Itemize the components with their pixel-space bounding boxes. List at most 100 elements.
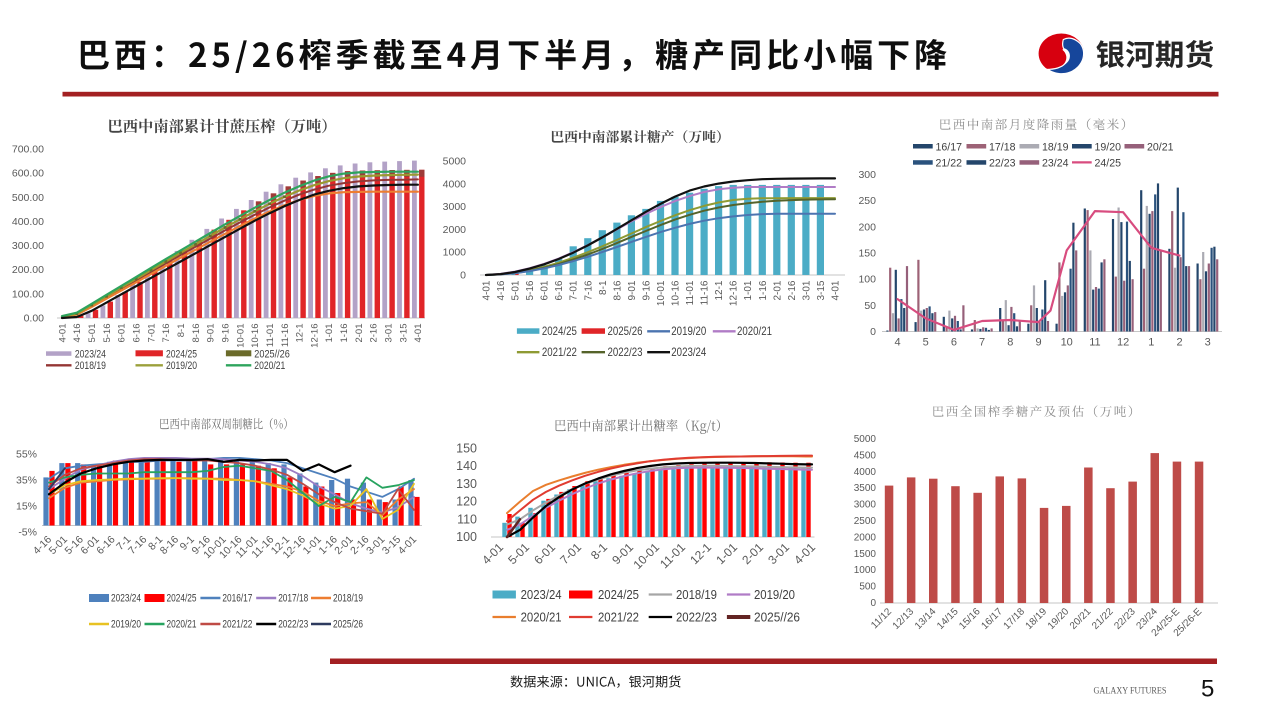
svg-text:11-16: 11-16 xyxy=(280,324,291,348)
svg-text:11: 11 xyxy=(1089,337,1100,349)
svg-text:12-1: 12-1 xyxy=(714,280,725,300)
svg-text:150: 150 xyxy=(456,442,477,456)
svg-text:2-16: 2-16 xyxy=(369,324,380,343)
svg-text:5-01: 5-01 xyxy=(511,280,522,300)
svg-text:2021/22: 2021/22 xyxy=(222,619,252,631)
svg-text:10-16: 10-16 xyxy=(671,280,682,306)
svg-text:3-15: 3-15 xyxy=(816,280,827,300)
svg-text:2020/21: 2020/21 xyxy=(254,360,285,372)
svg-text:100.00: 100.00 xyxy=(12,288,44,300)
svg-text:2018/19: 2018/19 xyxy=(333,593,363,605)
svg-text:2-01: 2-01 xyxy=(772,280,783,300)
svg-text:2020/21: 2020/21 xyxy=(167,619,197,631)
svg-text:9-01: 9-01 xyxy=(627,280,638,300)
svg-text:10: 10 xyxy=(1061,337,1073,349)
svg-text:23/24: 23/24 xyxy=(1042,158,1069,170)
svg-text:4000: 4000 xyxy=(443,178,467,190)
svg-text:8: 8 xyxy=(1007,337,1013,349)
svg-text:5-01: 5-01 xyxy=(87,324,98,343)
svg-text:2019/20: 2019/20 xyxy=(754,587,795,602)
svg-text:2025/26: 2025/26 xyxy=(608,324,643,338)
svg-text:3500: 3500 xyxy=(854,483,877,494)
svg-text:9-16: 9-16 xyxy=(641,280,652,300)
svg-text:2500: 2500 xyxy=(854,516,877,527)
svg-text:0.00: 0.00 xyxy=(24,313,45,325)
svg-text:12-16: 12-16 xyxy=(729,280,740,306)
svg-text:4-16: 4-16 xyxy=(496,280,507,300)
svg-text:6-01: 6-01 xyxy=(540,280,551,300)
svg-text:1500: 1500 xyxy=(854,549,877,560)
svg-text:16/17: 16/17 xyxy=(936,142,963,154)
svg-text:5-16: 5-16 xyxy=(525,280,536,300)
svg-text:100: 100 xyxy=(858,274,876,286)
svg-text:11-01: 11-01 xyxy=(685,280,696,305)
svg-text:2025/26: 2025/26 xyxy=(333,619,363,631)
svg-text:2020/21: 2020/21 xyxy=(521,610,562,625)
svg-text:8-1: 8-1 xyxy=(598,280,609,295)
svg-text:1-16: 1-16 xyxy=(758,280,769,300)
svg-text:7-16: 7-16 xyxy=(161,324,172,343)
svg-text:200: 200 xyxy=(858,221,876,233)
svg-text:5: 5 xyxy=(923,337,929,349)
svg-text:1-01: 1-01 xyxy=(324,324,335,343)
svg-text:2022/23: 2022/23 xyxy=(608,345,643,359)
svg-text:2024/25: 2024/25 xyxy=(166,349,197,361)
svg-text:6-16: 6-16 xyxy=(132,324,143,343)
svg-text:2000: 2000 xyxy=(443,224,467,236)
svg-text:5: 5 xyxy=(1201,676,1214,703)
svg-text:2-01: 2-01 xyxy=(354,324,365,343)
svg-text:3000: 3000 xyxy=(443,201,467,213)
svg-text:4500: 4500 xyxy=(854,450,877,461)
svg-text:12: 12 xyxy=(1117,337,1129,349)
svg-text:7-01: 7-01 xyxy=(569,280,580,300)
svg-text:2021/22: 2021/22 xyxy=(598,610,639,625)
svg-text:9: 9 xyxy=(1035,337,1041,349)
svg-text:200.00: 200.00 xyxy=(12,264,44,276)
svg-text:300.00: 300.00 xyxy=(12,240,44,252)
svg-text:2019/20: 2019/20 xyxy=(111,619,141,631)
svg-text:2025//26: 2025//26 xyxy=(254,349,289,361)
svg-text:10-01: 10-01 xyxy=(656,280,667,306)
svg-text:2019/20: 2019/20 xyxy=(671,324,706,338)
svg-text:8-16: 8-16 xyxy=(191,324,202,343)
svg-text:6-01: 6-01 xyxy=(117,324,128,343)
svg-text:2021/22: 2021/22 xyxy=(542,345,577,359)
svg-text:1-01: 1-01 xyxy=(743,280,754,300)
svg-text:2023/24: 2023/24 xyxy=(521,587,562,602)
svg-text:100: 100 xyxy=(456,530,477,544)
svg-text:2024/25: 2024/25 xyxy=(167,593,197,605)
svg-text:130: 130 xyxy=(456,477,477,491)
svg-text:10-16: 10-16 xyxy=(250,324,261,348)
svg-text:35%: 35% xyxy=(16,475,37,487)
svg-text:300: 300 xyxy=(858,169,876,181)
svg-text:2017/18: 2017/18 xyxy=(278,593,308,605)
svg-text:11-01: 11-01 xyxy=(265,324,276,348)
svg-text:5000: 5000 xyxy=(443,156,467,168)
svg-text:6: 6 xyxy=(951,337,957,349)
svg-text:2025//26: 2025//26 xyxy=(754,610,800,625)
svg-text:7: 7 xyxy=(979,337,985,349)
svg-text:15%: 15% xyxy=(16,501,37,513)
svg-text:500: 500 xyxy=(859,582,876,593)
svg-text:21/22: 21/22 xyxy=(936,158,963,170)
svg-text:55%: 55% xyxy=(16,449,37,461)
svg-text:50: 50 xyxy=(864,300,876,312)
svg-text:2024/25: 2024/25 xyxy=(598,587,639,602)
svg-text:2018/19: 2018/19 xyxy=(676,587,717,602)
svg-text:3-15: 3-15 xyxy=(398,324,409,343)
svg-text:4000: 4000 xyxy=(854,467,877,478)
svg-text:4-01: 4-01 xyxy=(831,280,842,300)
svg-text:2000: 2000 xyxy=(854,532,877,543)
svg-text:110: 110 xyxy=(457,512,477,526)
svg-text:2-16: 2-16 xyxy=(787,280,798,300)
svg-text:2016/17: 2016/17 xyxy=(222,593,252,605)
svg-text:4-01: 4-01 xyxy=(413,324,424,343)
svg-text:5-16: 5-16 xyxy=(102,324,113,343)
svg-text:3000: 3000 xyxy=(854,500,877,511)
svg-text:12-16: 12-16 xyxy=(309,324,320,348)
svg-text:0: 0 xyxy=(870,326,876,338)
svg-text:1000: 1000 xyxy=(443,247,467,259)
svg-text:2022/23: 2022/23 xyxy=(676,610,717,625)
svg-text:11-16: 11-16 xyxy=(700,280,711,305)
svg-text:2018/19: 2018/19 xyxy=(75,360,106,372)
